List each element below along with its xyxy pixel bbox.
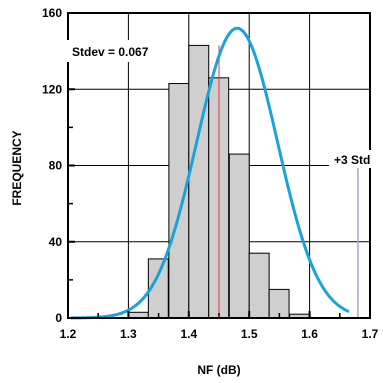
x-tick-label: 1.5 <box>241 327 258 341</box>
histogram-bar <box>248 252 270 319</box>
x-tick-label: 1.3 <box>120 327 137 341</box>
plus3std-label-bg <box>329 150 375 168</box>
normal-curve <box>71 26 350 320</box>
y-tick-label: 120 <box>42 82 62 96</box>
histogram-bar <box>168 83 190 319</box>
plus3std-annotation: +3 Std <box>334 153 370 167</box>
x-tick-label: 1.4 <box>180 327 197 341</box>
y-axis-ticks: 0 40 80 120 160 <box>42 6 75 325</box>
x-tick-label: 1.7 <box>362 327 379 341</box>
x-tick-label: 1.6 <box>301 327 318 341</box>
y-tick-label: 160 <box>42 6 62 20</box>
stdev-annotation: Stdev = 0.067 <box>72 45 149 59</box>
y-tick-label: 40 <box>49 235 63 249</box>
y-axis-title: FREQUENCY <box>10 130 24 205</box>
x-axis-title: NF (dB) <box>197 363 240 377</box>
histogram-bar <box>228 153 250 319</box>
x-tick-label: 1.2 <box>60 327 77 341</box>
y-tick-label: 0 <box>55 311 62 325</box>
histogram-bar <box>188 44 210 319</box>
x-axis-ticks: 1.2 1.3 1.4 1.5 1.6 1.7 <box>60 311 379 341</box>
y-tick-label: 80 <box>49 159 63 173</box>
stdev-label-bg <box>66 40 182 62</box>
